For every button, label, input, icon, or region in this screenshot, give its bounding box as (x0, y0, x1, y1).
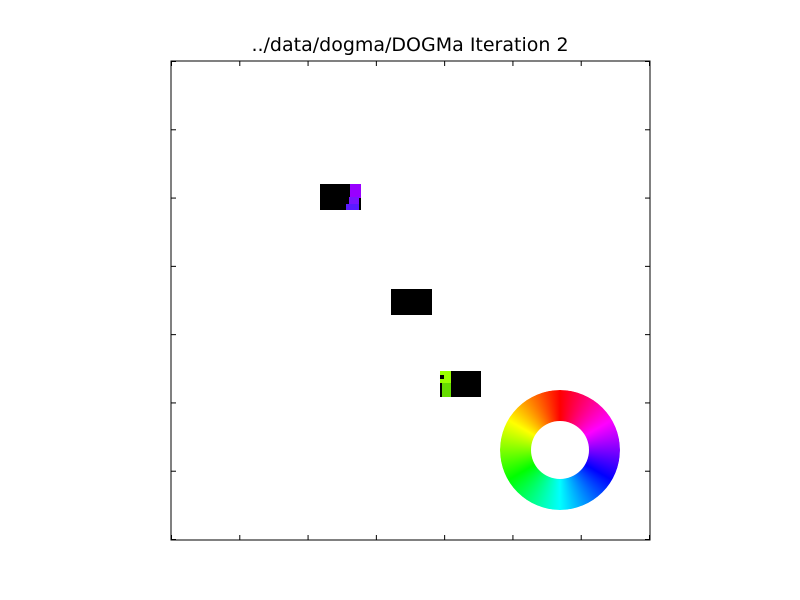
axis-ticks (171, 61, 650, 540)
cell-group-bottom-subcell (440, 371, 451, 383)
colorwheel-ring (500, 390, 620, 510)
cell-group-top-subcell (346, 204, 359, 210)
cell-group-middle (391, 289, 432, 315)
cell-group-bottom-subcell (442, 383, 451, 397)
cell-group-top-subcell (349, 197, 359, 204)
heatmap-cells (320, 184, 481, 397)
cell-group-top-subcell (350, 184, 361, 198)
colorwheel (500, 390, 620, 510)
chart-title: ../data/dogma/DOGMa Iteration 2 (251, 34, 569, 56)
cell-group-bottom-subcell (440, 375, 444, 379)
